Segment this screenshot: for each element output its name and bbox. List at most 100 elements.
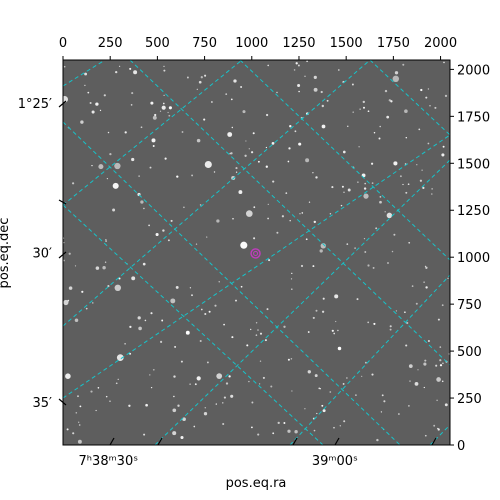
star [250, 151, 254, 154]
star [444, 94, 448, 98]
star [200, 76, 203, 79]
star [196, 138, 201, 143]
star [372, 266, 375, 269]
star [203, 118, 206, 121]
sky-background [63, 60, 450, 445]
star [373, 132, 376, 134]
star [265, 113, 269, 117]
star [180, 360, 183, 363]
star [264, 339, 267, 342]
star [398, 413, 400, 415]
star [434, 106, 437, 109]
star [405, 344, 408, 347]
star [159, 110, 162, 112]
star [301, 212, 304, 214]
right-tick-label: 750 [457, 298, 482, 313]
star [163, 94, 165, 97]
star [167, 239, 170, 242]
star [299, 213, 301, 215]
star [322, 409, 326, 413]
star [315, 176, 318, 179]
star [433, 424, 436, 427]
star [72, 432, 75, 435]
ra-tick [334, 437, 340, 446]
star [150, 386, 153, 389]
star [387, 262, 389, 264]
top-tick-label: 2000 [424, 36, 457, 51]
star [250, 328, 252, 331]
star [381, 394, 384, 397]
plot-frame [62, 59, 451, 446]
star [251, 401, 254, 404]
star [112, 182, 119, 189]
star [84, 84, 86, 87]
star [379, 200, 382, 204]
star [379, 125, 381, 128]
star [161, 319, 164, 322]
grid-line [63, 60, 371, 327]
star [285, 192, 288, 194]
star [335, 320, 337, 323]
star [390, 100, 393, 103]
star [163, 69, 166, 72]
star [204, 160, 212, 169]
star [68, 286, 73, 290]
star [245, 140, 247, 142]
star [337, 346, 342, 351]
target-marker-inner [253, 250, 259, 256]
star [367, 321, 370, 324]
star [266, 308, 269, 311]
star [367, 264, 370, 267]
star [423, 362, 427, 366]
star [63, 299, 69, 306]
star [196, 376, 201, 381]
star [245, 210, 253, 217]
star [222, 422, 225, 426]
star [313, 87, 318, 92]
star [140, 126, 143, 129]
dec-tick [58, 199, 67, 205]
star [143, 207, 145, 210]
star [436, 377, 441, 382]
star [307, 331, 310, 333]
star [290, 358, 293, 360]
star [424, 265, 427, 268]
star [195, 243, 198, 245]
star [441, 153, 445, 157]
star [391, 250, 394, 253]
star [334, 294, 339, 299]
top-tick-label: 1000 [235, 36, 268, 51]
grid-line [369, 60, 450, 136]
star [84, 72, 88, 76]
star [85, 307, 88, 310]
star [183, 206, 185, 209]
star [186, 76, 189, 79]
star [359, 108, 361, 110]
star [143, 433, 146, 436]
star [271, 142, 275, 145]
star [371, 373, 374, 376]
star [343, 191, 345, 193]
star [268, 259, 271, 262]
star [173, 395, 175, 398]
star [114, 284, 122, 292]
star [180, 435, 184, 440]
star [150, 101, 154, 105]
star [431, 193, 433, 195]
star [376, 438, 379, 442]
star [411, 285, 414, 287]
top-tick-label: 0 [59, 36, 67, 51]
star [80, 120, 84, 124]
star [235, 171, 238, 173]
star [298, 90, 300, 93]
star [362, 100, 365, 104]
star [235, 167, 238, 170]
star [203, 412, 208, 416]
star [306, 60, 308, 63]
star [228, 375, 231, 378]
right-tick-label: 0 [457, 439, 465, 454]
star [312, 171, 314, 174]
star [65, 373, 71, 379]
top-tick-label: 500 [145, 36, 170, 51]
star [199, 204, 202, 206]
